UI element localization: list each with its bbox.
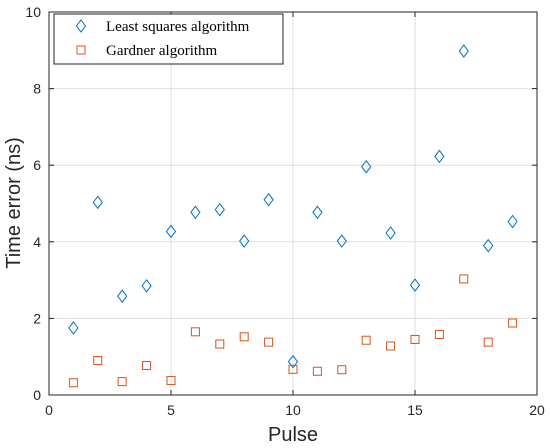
x-tick-label: 0 bbox=[45, 402, 53, 418]
y-tick-label: 10 bbox=[25, 4, 41, 20]
point-least-squares bbox=[287, 354, 299, 369]
point-least-squares bbox=[117, 289, 128, 304]
point-least-squares bbox=[141, 279, 152, 293]
point-least-squares bbox=[434, 149, 445, 164]
point-least-squares bbox=[336, 234, 347, 248]
legend-label-gardner: Gardner algorithm bbox=[106, 43, 218, 59]
point-gardner bbox=[142, 361, 152, 371]
point-gardner bbox=[117, 377, 127, 387]
point-gardner bbox=[483, 337, 493, 347]
y-tick-label: 4 bbox=[33, 234, 41, 250]
point-least-squares bbox=[165, 224, 177, 239]
y-axis-label: Time error (ns) bbox=[3, 137, 25, 268]
point-gardner bbox=[386, 341, 396, 351]
legend-box bbox=[53, 13, 284, 65]
point-least-squares bbox=[483, 238, 494, 253]
point-gardner bbox=[166, 375, 176, 385]
point-least-squares bbox=[239, 234, 250, 248]
point-least-squares bbox=[263, 192, 274, 207]
point-least-squares bbox=[312, 205, 323, 220]
legend: Least squares algorithm Gardner algorith… bbox=[53, 13, 284, 65]
point-gardner bbox=[361, 335, 371, 345]
y-tick-label: 6 bbox=[33, 157, 41, 173]
point-gardner bbox=[508, 318, 518, 328]
point-least-squares bbox=[361, 159, 372, 174]
y-tick-label: 2 bbox=[33, 310, 41, 326]
point-least-squares bbox=[458, 44, 469, 58]
legend-marker-least-squares bbox=[75, 19, 87, 33]
x-tick-label: 15 bbox=[407, 402, 423, 418]
point-gardner bbox=[434, 329, 444, 339]
point-least-squares bbox=[92, 195, 103, 210]
legend-marker-gardner bbox=[76, 45, 86, 55]
point-gardner bbox=[410, 334, 420, 344]
y-tick-label: 0 bbox=[33, 387, 41, 403]
grid bbox=[48, 11, 538, 396]
point-gardner bbox=[215, 339, 225, 349]
point-gardner bbox=[337, 365, 347, 375]
x-axis-label: Pulse bbox=[268, 424, 318, 446]
point-least-squares bbox=[409, 278, 421, 292]
point-gardner bbox=[459, 274, 469, 284]
axis-ticks: 0 5 10 15 20 0 2 4 6 8 10 bbox=[25, 4, 545, 418]
point-gardner bbox=[288, 364, 298, 374]
legend-marker-least-squares bbox=[75, 19, 87, 33]
point-gardner bbox=[68, 378, 78, 388]
y-tick-label: 8 bbox=[33, 81, 41, 97]
data-markers bbox=[68, 44, 518, 388]
point-gardner bbox=[190, 327, 200, 337]
point-gardner bbox=[312, 366, 322, 376]
point-gardner bbox=[239, 332, 249, 342]
point-least-squares bbox=[507, 214, 518, 229]
x-tick-label: 10 bbox=[285, 402, 301, 418]
point-gardner bbox=[264, 337, 274, 347]
legend-label-least-squares: Least squares algorithm bbox=[106, 19, 250, 35]
point-least-squares bbox=[190, 205, 201, 220]
point-least-squares bbox=[385, 226, 396, 240]
x-tick-label: 5 bbox=[167, 402, 175, 418]
legend-marker-gardner bbox=[76, 45, 86, 55]
point-least-squares bbox=[68, 321, 79, 335]
point-gardner bbox=[93, 356, 103, 366]
x-tick-label: 20 bbox=[529, 402, 545, 418]
point-least-squares bbox=[214, 202, 225, 217]
